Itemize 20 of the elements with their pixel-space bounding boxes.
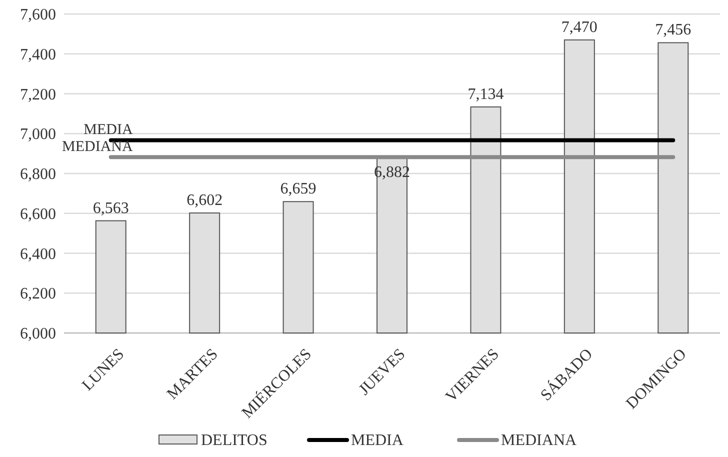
data-label: 6,563 [92,200,129,217]
text: MEDIA [84,122,133,138]
data-label: 6,659 [280,180,316,198]
data-label: 6,602 [186,192,223,209]
y-tick-label: 6,400 [20,246,56,263]
legend-label: MEDIANA [501,432,577,449]
y-tick-label: 7,600 [20,6,56,24]
legend-label: MEDIA [351,432,404,449]
y-tick-label: 6,000 [20,326,56,343]
y-tick-label: 7,000 [20,126,56,144]
data-label: 7,134 [468,86,504,103]
y-tick-label: 6,200 [20,286,56,303]
legend-label: DELITOS [201,432,268,449]
text: MEDIANA [62,139,133,156]
data-label: 7,470 [561,18,598,36]
y-tick-label: 7,200 [20,86,56,104]
y-tick-label: 6,800 [20,166,56,184]
y-tick-label: 6,600 [20,206,56,223]
data-label: 7,456 [655,22,692,39]
y-tick-label: 7,400 [20,46,56,64]
